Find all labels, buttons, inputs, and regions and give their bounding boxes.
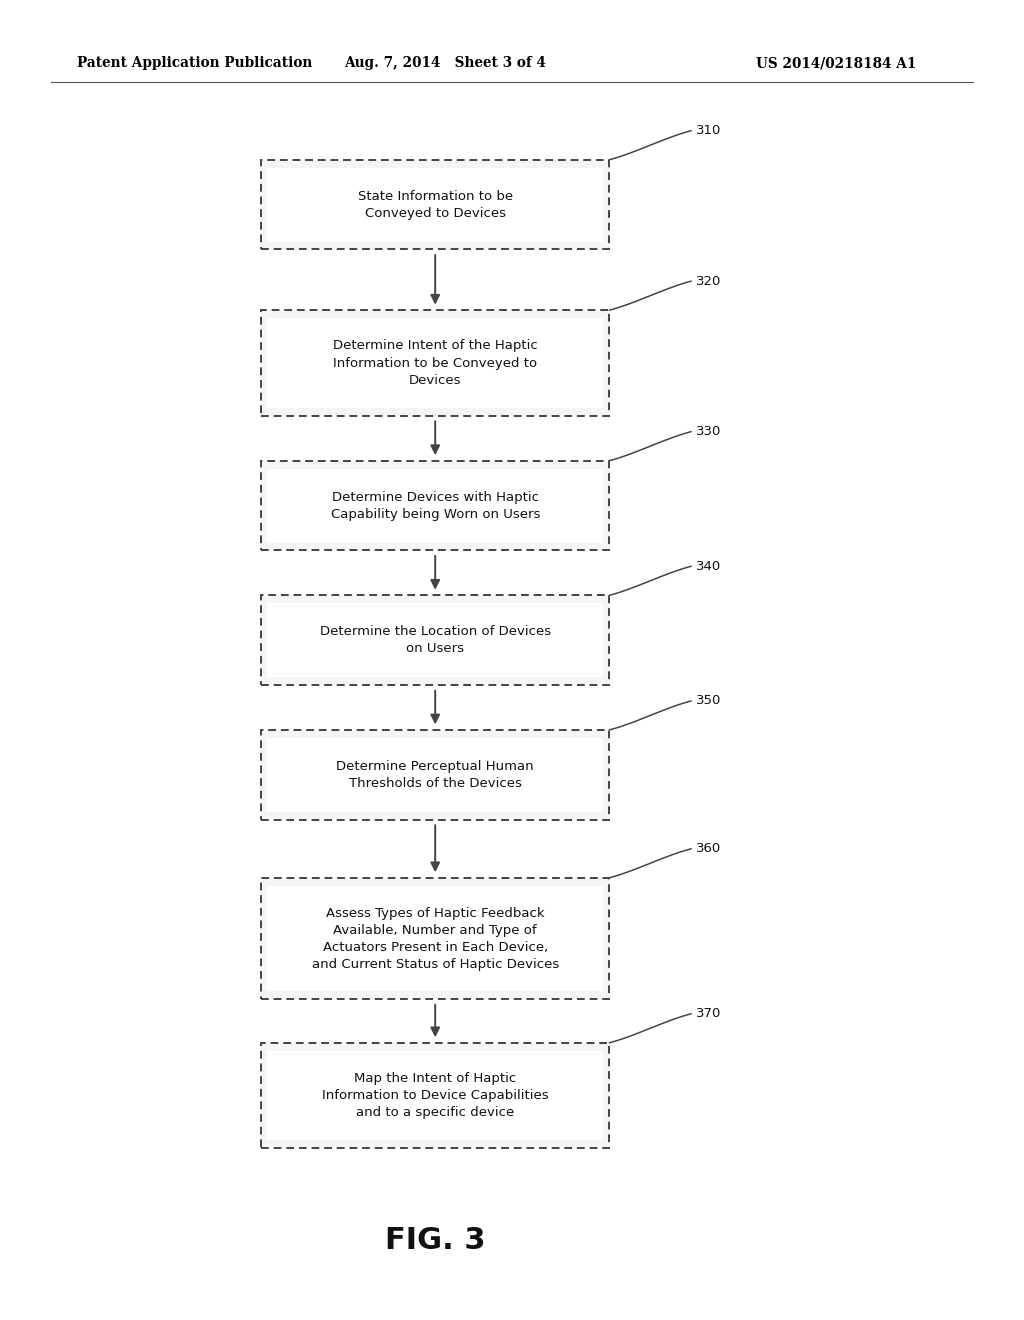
- Text: Determine Devices with Haptic
Capability being Worn on Users: Determine Devices with Haptic Capability…: [331, 491, 540, 520]
- FancyBboxPatch shape: [267, 886, 603, 991]
- Text: 370: 370: [696, 1007, 722, 1020]
- Text: Determine the Location of Devices
on Users: Determine the Location of Devices on Use…: [319, 626, 551, 655]
- FancyBboxPatch shape: [261, 1043, 609, 1148]
- Text: Determine Intent of the Haptic
Information to be Conveyed to
Devices: Determine Intent of the Haptic Informati…: [333, 339, 538, 387]
- Text: 340: 340: [696, 560, 722, 573]
- FancyBboxPatch shape: [267, 1051, 603, 1140]
- FancyBboxPatch shape: [267, 318, 603, 408]
- Text: 350: 350: [696, 694, 722, 708]
- FancyBboxPatch shape: [261, 730, 609, 820]
- Text: Assess Types of Haptic Feedback
Available, Number and Type of
Actuators Present : Assess Types of Haptic Feedback Availabl…: [311, 907, 559, 970]
- Text: Map the Intent of Haptic
Information to Device Capabilities
and to a specific de: Map the Intent of Haptic Information to …: [322, 1072, 549, 1119]
- FancyBboxPatch shape: [267, 603, 603, 677]
- Text: Patent Application Publication: Patent Application Publication: [77, 57, 312, 70]
- Text: 320: 320: [696, 275, 722, 288]
- Text: State Information to be
Conveyed to Devices: State Information to be Conveyed to Devi…: [357, 190, 513, 219]
- Text: 360: 360: [696, 842, 722, 855]
- Text: Aug. 7, 2014   Sheet 3 of 4: Aug. 7, 2014 Sheet 3 of 4: [344, 57, 547, 70]
- FancyBboxPatch shape: [261, 878, 609, 999]
- Text: 330: 330: [696, 425, 722, 438]
- FancyBboxPatch shape: [261, 160, 609, 249]
- Text: Determine Perceptual Human
Thresholds of the Devices: Determine Perceptual Human Thresholds of…: [337, 760, 534, 789]
- Text: FIG. 3: FIG. 3: [385, 1226, 485, 1255]
- FancyBboxPatch shape: [261, 461, 609, 550]
- FancyBboxPatch shape: [267, 168, 603, 242]
- FancyBboxPatch shape: [267, 469, 603, 543]
- FancyBboxPatch shape: [267, 738, 603, 812]
- Text: 310: 310: [696, 124, 722, 137]
- FancyBboxPatch shape: [261, 595, 609, 685]
- Text: US 2014/0218184 A1: US 2014/0218184 A1: [756, 57, 916, 70]
- FancyBboxPatch shape: [261, 310, 609, 416]
